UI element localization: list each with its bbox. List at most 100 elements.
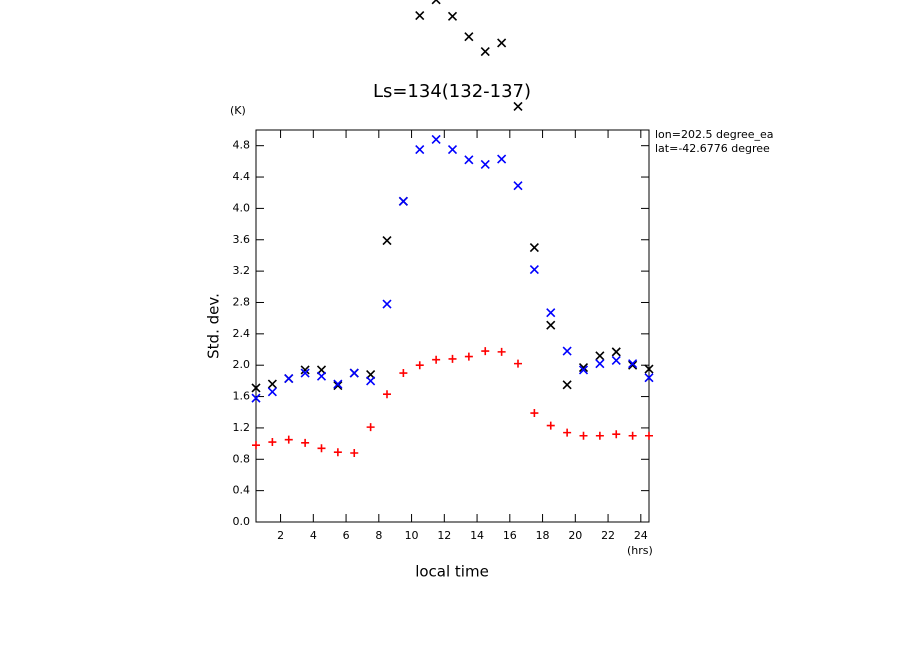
point: [480, 47, 490, 57]
annotation: lon=202.5 degree_ea: [655, 128, 774, 141]
point: [300, 365, 310, 375]
y-tick-label: 2.8: [233, 295, 251, 308]
point: [432, 355, 441, 364]
point: [350, 449, 359, 458]
point: [497, 347, 506, 356]
x-tick-label: 22: [601, 529, 615, 542]
point: [464, 32, 474, 42]
y-tick-label: 2.4: [233, 327, 251, 340]
point: [578, 362, 589, 373]
point: [251, 393, 261, 403]
point: [645, 431, 653, 440]
point: [480, 159, 490, 170]
point: [644, 364, 654, 374]
x-tick-label: 8: [375, 529, 382, 542]
x-tick-label: 12: [437, 529, 451, 542]
point: [529, 264, 539, 275]
point: [578, 365, 589, 375]
chart-title: Ls=134(132-137): [373, 81, 531, 102]
point: [497, 154, 507, 164]
point: [366, 376, 376, 386]
y-axis-label: Std. dev.: [205, 293, 223, 359]
point: [546, 308, 556, 318]
point: [399, 369, 408, 378]
y-tick-label: 1.2: [233, 421, 251, 434]
point: [301, 438, 310, 447]
point: [447, 145, 458, 155]
y-tick-label: 2.0: [233, 358, 251, 371]
point: [382, 235, 392, 246]
plot-frame: [255, 129, 650, 523]
point: [447, 11, 458, 21]
point: [284, 435, 293, 444]
y-tick-label: 4.0: [233, 201, 251, 214]
point: [333, 448, 342, 457]
point: [644, 373, 654, 383]
point: [563, 428, 572, 437]
point: [251, 383, 261, 393]
point: [267, 379, 277, 389]
point: [611, 347, 621, 357]
y-unit: (K): [230, 104, 246, 117]
point: [546, 421, 555, 430]
x-tick-label: 14: [470, 529, 484, 542]
point: [595, 431, 604, 440]
point: [546, 320, 556, 330]
point: [595, 351, 605, 361]
point: [611, 355, 621, 366]
y-tick-label: 1.6: [233, 390, 251, 403]
point: [267, 387, 277, 397]
y-tick-label: 0.0: [233, 515, 251, 528]
x-tick-label: 18: [536, 529, 550, 542]
x-tick-label: 6: [343, 529, 350, 542]
point: [529, 243, 539, 253]
point: [448, 354, 457, 363]
point: [481, 347, 490, 356]
x-tick-label: 20: [568, 529, 582, 542]
point: [562, 346, 572, 356]
point: [333, 379, 343, 389]
x-tick-label: 4: [310, 529, 317, 542]
point: [562, 380, 572, 390]
annotation: lat=-42.6776 degree: [655, 142, 770, 155]
point: [398, 196, 408, 206]
point: [595, 359, 605, 369]
x-tick-label: 10: [405, 529, 419, 542]
point: [431, 134, 441, 144]
point: [349, 368, 359, 378]
point: [431, 0, 441, 5]
x-unit: (hrs): [627, 544, 653, 557]
y-tick-label: 3.6: [233, 233, 251, 246]
y-tick-label: 4.8: [233, 139, 251, 152]
point: [628, 431, 637, 440]
point: [333, 381, 343, 391]
point: [366, 423, 375, 432]
point: [316, 371, 327, 381]
x-axis-label: local time: [415, 563, 489, 581]
point: [383, 390, 391, 399]
point: [415, 361, 424, 370]
point: [579, 431, 588, 440]
point: [284, 373, 294, 384]
point: [513, 181, 523, 191]
x-tick-label: 2: [277, 529, 284, 542]
point: [497, 38, 507, 48]
point: [415, 10, 425, 21]
x-tick-label: 16: [503, 529, 517, 542]
y-tick-label: 3.2: [233, 264, 251, 277]
point: [268, 438, 277, 447]
x-tick-label: 24: [634, 529, 648, 542]
point: [464, 352, 473, 361]
point: [317, 444, 326, 453]
point: [382, 299, 392, 309]
point: [252, 441, 260, 450]
point: [514, 359, 522, 368]
point: [612, 430, 621, 439]
y-tick-label: 0.4: [233, 484, 251, 497]
point: [628, 359, 638, 369]
point: [628, 360, 638, 370]
point: [464, 155, 474, 165]
point: [300, 368, 310, 378]
